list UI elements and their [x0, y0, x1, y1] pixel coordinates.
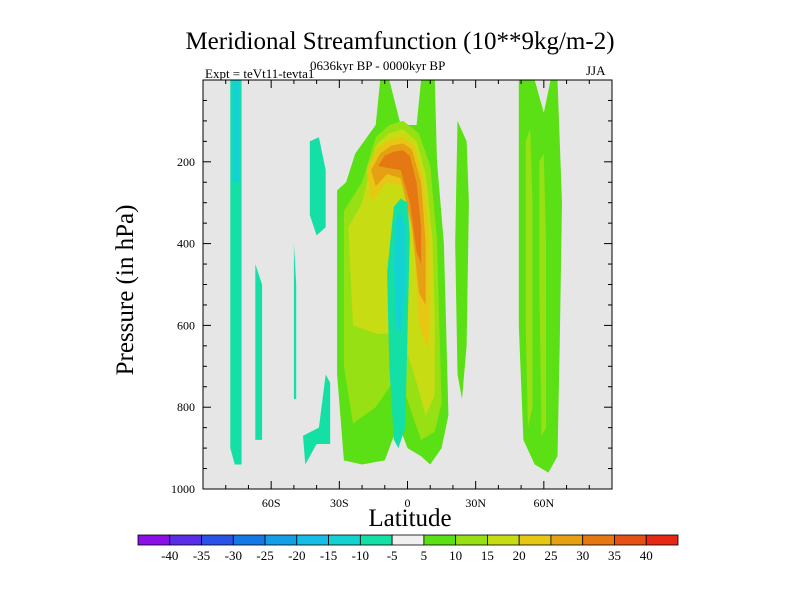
colorbar-swatch — [582, 534, 615, 546]
y-tick-label: 1000 — [171, 482, 195, 496]
colorbar-swatch — [550, 534, 584, 546]
colorbar-label: 10 — [449, 548, 462, 563]
x-tick-label: 60S — [262, 496, 281, 510]
x-tick-label: 60N — [533, 496, 554, 510]
y-tick-label: 200 — [177, 155, 195, 169]
y-tick-label: 400 — [177, 237, 195, 251]
colorbar-label: 25 — [544, 548, 557, 563]
y-axis-ticks: 200 400 600 800 1000 — [171, 99, 612, 496]
y-tick-label: 600 — [177, 318, 195, 332]
y-tick-label: 800 — [177, 400, 195, 414]
x-tick-label: 30S — [330, 496, 349, 510]
colorbar-swatch — [423, 534, 457, 546]
contour-region-2 — [255, 264, 263, 440]
colorbar-label: -30 — [225, 548, 242, 563]
colorbar-swatch — [391, 534, 425, 546]
x-tick-label: 0 — [405, 496, 411, 510]
contour-layer — [230, 80, 562, 473]
colorbar-swatch — [455, 534, 488, 546]
contour-region-13 — [393, 210, 406, 334]
colorbar-label: -15 — [320, 548, 337, 563]
colorbar-swatch — [296, 534, 329, 546]
colorbar-label: 40 — [640, 548, 653, 563]
colorbar-label: 5 — [421, 548, 428, 563]
contour-region-17 — [539, 153, 547, 436]
contour-region-3 — [293, 243, 297, 399]
colorbar-swatch — [645, 534, 679, 546]
colorbar-label: -20 — [288, 548, 305, 563]
colorbar-label: 35 — [608, 548, 621, 563]
colorbar-label: 30 — [576, 548, 589, 563]
colorbar-swatch — [614, 534, 647, 546]
colorbar-swatch — [328, 534, 361, 546]
colorbar-swatch — [359, 534, 393, 546]
colorbar-label: 20 — [513, 548, 526, 563]
contour-region-14 — [455, 120, 469, 400]
contour-region-5 — [303, 374, 331, 465]
season-label: JJA — [586, 63, 606, 78]
colorbar-swatch — [201, 534, 234, 546]
chart-subtitle: 0636kyr BP - 0000kyr BP — [310, 58, 446, 73]
colorbar-label: -10 — [352, 548, 369, 563]
colorbar-swatch — [232, 534, 266, 546]
x-axis-ticks: 60S 30S 0 30N 60N — [225, 80, 590, 510]
colorbar-label: -25 — [256, 548, 273, 563]
contour-region-4 — [309, 137, 326, 236]
colorbar-swatch — [137, 534, 171, 546]
colorbar-label: -5 — [387, 548, 398, 563]
colorbar-swatch — [518, 534, 552, 546]
colorbar-swatch — [264, 534, 298, 546]
contour-region-1 — [232, 80, 240, 183]
contour-region-16 — [525, 129, 533, 428]
contour-region-11 — [378, 150, 422, 265]
x-axis-label: Latitude — [368, 505, 452, 532]
experiment-label: Expt = teVt11-tevta1 — [205, 66, 315, 81]
colorbar: -40 -35 -30 -25 -20 -15 -10 -5 5 10 15 20 25 30 35 40 — [137, 534, 679, 563]
colorbar-swatch — [487, 534, 520, 546]
chart-title: Meridional Streamfunction (10**9kg/m-2) — [185, 28, 615, 55]
colorbar-swatch — [169, 534, 202, 546]
colorbar-label: 15 — [481, 548, 494, 563]
colorbar-label: -40 — [161, 548, 178, 563]
x-tick-label: 30N — [465, 496, 486, 510]
colorbar-label: -35 — [193, 548, 210, 563]
